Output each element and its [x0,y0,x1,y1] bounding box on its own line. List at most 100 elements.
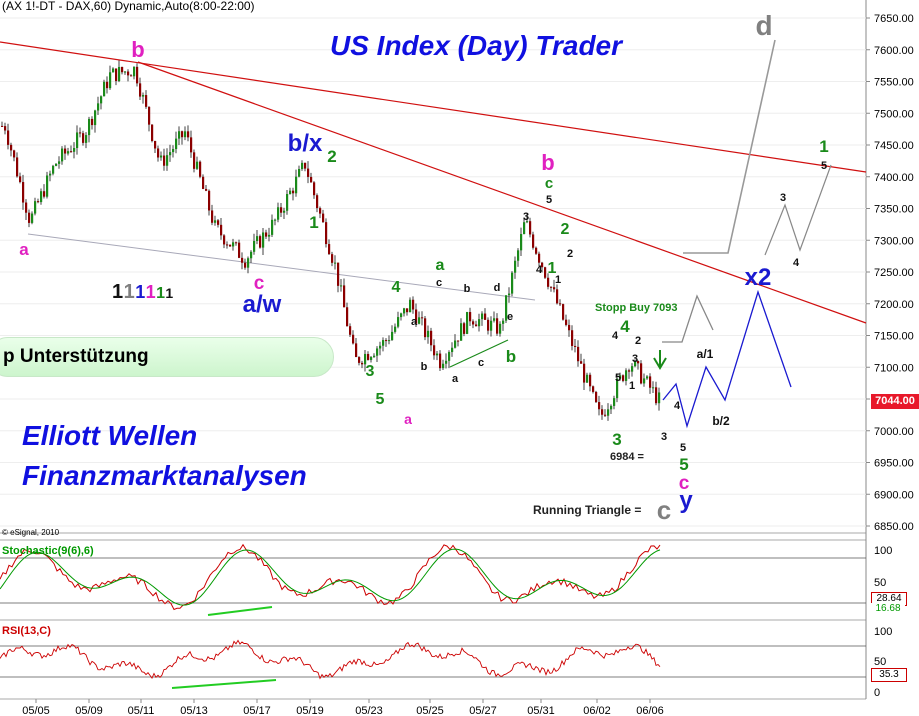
candle-body [148,106,151,125]
candle-body [94,110,97,126]
candle-body [532,234,535,248]
wave-label: a/w [243,291,282,318]
rsi-tick-50: 50 [874,656,886,668]
candle-body [337,262,340,286]
wave-label: 5 [679,455,688,474]
candle-body [496,318,499,334]
candle-body [226,244,229,246]
y-tick-label: 7550.00 [874,77,914,89]
candle-body [49,173,52,176]
candle-body [34,201,37,214]
candle-body [265,232,268,237]
candle-body [502,320,505,324]
wave-label: b [506,347,516,366]
candle-body [343,285,346,308]
rsi-tick-0: 0 [874,687,880,699]
wave-label: a [411,316,418,328]
candle-body [322,213,325,223]
candle-body [256,236,259,241]
candle-body [637,361,640,364]
candle-body [139,83,142,97]
candle-body [316,195,319,209]
x-tick-label: 05/13 [180,705,208,716]
candle-body [100,96,103,104]
candle-body [325,222,328,245]
candlestick-series [1,60,661,421]
y-tick-label: 7200.00 [874,299,914,311]
candle-body [166,155,169,166]
candle-body [58,161,61,164]
candle-body [328,244,331,255]
candle-body [517,250,520,261]
candle-body [55,163,58,166]
rsi-label: RSI(13,C) [2,625,51,637]
candle-body [634,361,637,367]
candle-body [592,386,595,392]
y-tick-label: 7500.00 [874,108,914,120]
wave-label: c [679,473,690,494]
candle-body [319,208,322,214]
candle-body [580,361,583,364]
candle-body [145,95,148,107]
candle-body [460,323,463,341]
candle-body [376,348,379,356]
projection-grey-x2 [764,164,832,256]
candle-body [76,132,79,149]
candle-body [331,254,334,263]
candle-body [385,340,388,342]
candle-body [13,150,16,158]
candle-body [622,375,625,381]
candle-body [595,391,598,403]
candle-body [250,251,253,259]
candle-body [4,126,7,131]
stoch-tick-100: 100 [874,545,892,557]
wave-label: 3 [366,363,375,380]
candle-body [169,152,172,156]
candle-body [490,320,493,331]
candle-body [607,409,610,416]
running-triangle-label: Running Triangle = [533,503,641,517]
candle-body [571,330,574,346]
wave-label: b [131,37,144,62]
projection-grey-short [662,294,714,343]
wave-label: 4 [793,257,800,269]
candle-body [64,148,67,154]
wave-label: y [679,487,693,514]
candle-body [466,312,469,334]
wave-label: 2 [635,335,641,347]
candle-body [475,324,478,327]
wave-label: d [494,282,501,294]
candle-body [70,151,73,153]
wave-label: b [421,361,428,373]
candle-body [172,149,175,153]
candle-body [298,169,301,177]
support-line [27,233,536,301]
wave-label: 2 [327,147,336,166]
candle-body [604,414,607,416]
candle-body [208,190,211,211]
wave-label: 3 [612,430,621,449]
candle-body [565,319,568,325]
candle-body [556,289,559,304]
candle-body [370,357,373,360]
candle-body [523,222,526,235]
candle-body [562,304,565,320]
y-tick-label: 7650.00 [874,13,914,25]
chart-title: US Index (Day) Trader [330,30,623,61]
candle-body [10,144,13,151]
candle-body [559,303,562,305]
candle-body [493,318,496,321]
wave-label: b/2 [712,414,730,428]
wave-label: b [464,283,471,295]
candle-body [214,220,217,223]
stopp-buy-label: Stopp Buy 7093 [595,302,678,314]
candle-body [187,131,190,138]
candle-body [196,161,199,169]
candle-body [82,133,85,143]
x-tick-label: 05/09 [75,705,103,716]
y-tick-label: 6950.00 [874,458,914,470]
candle-body [163,155,166,166]
stoch-divergence-line [207,606,273,616]
y-tick-label: 7300.00 [874,235,914,247]
